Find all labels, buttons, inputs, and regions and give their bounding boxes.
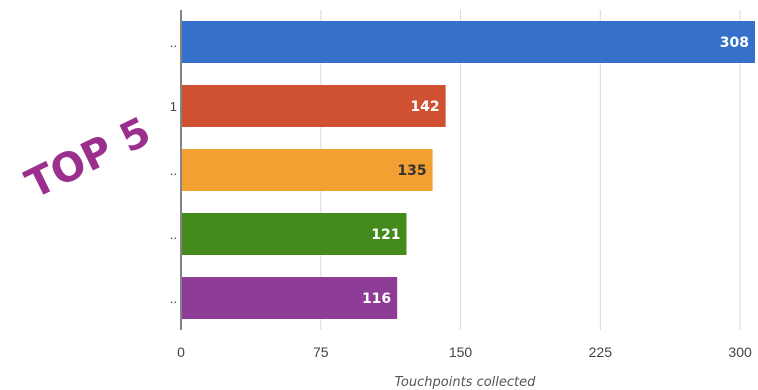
category-label: ..: [170, 227, 177, 242]
bar: [182, 213, 407, 255]
x-tick-label: 225: [589, 344, 613, 360]
x-tick-label: 0: [177, 344, 185, 360]
bars: 308 142 135 121 116: [182, 21, 755, 319]
x-tick-label: 300: [728, 344, 752, 360]
category-labels: .. 1......: [170, 35, 177, 306]
bar: [182, 21, 755, 63]
bar: [182, 85, 446, 127]
x-tick-labels: 0 75 150 225 300: [177, 344, 752, 360]
category-label: ..: [170, 163, 177, 178]
category-label: ..: [170, 291, 177, 306]
bar-value-label: 142: [410, 99, 439, 115]
top5-overlay-text: TOP 5: [19, 109, 158, 208]
bar-value-label: 308: [720, 35, 749, 51]
bar-value-label: 121: [371, 227, 400, 243]
category-label: 1: [170, 99, 177, 114]
bar-value-label: 116: [362, 291, 391, 307]
x-tick-label: 75: [313, 344, 329, 360]
bar: [182, 277, 398, 319]
bar: [182, 149, 433, 191]
bar-value-label: 135: [397, 163, 426, 179]
category-label: ..: [170, 35, 177, 50]
x-tick-label: 150: [449, 344, 473, 360]
x-axis-title: Touchpoints collected: [395, 375, 537, 390]
